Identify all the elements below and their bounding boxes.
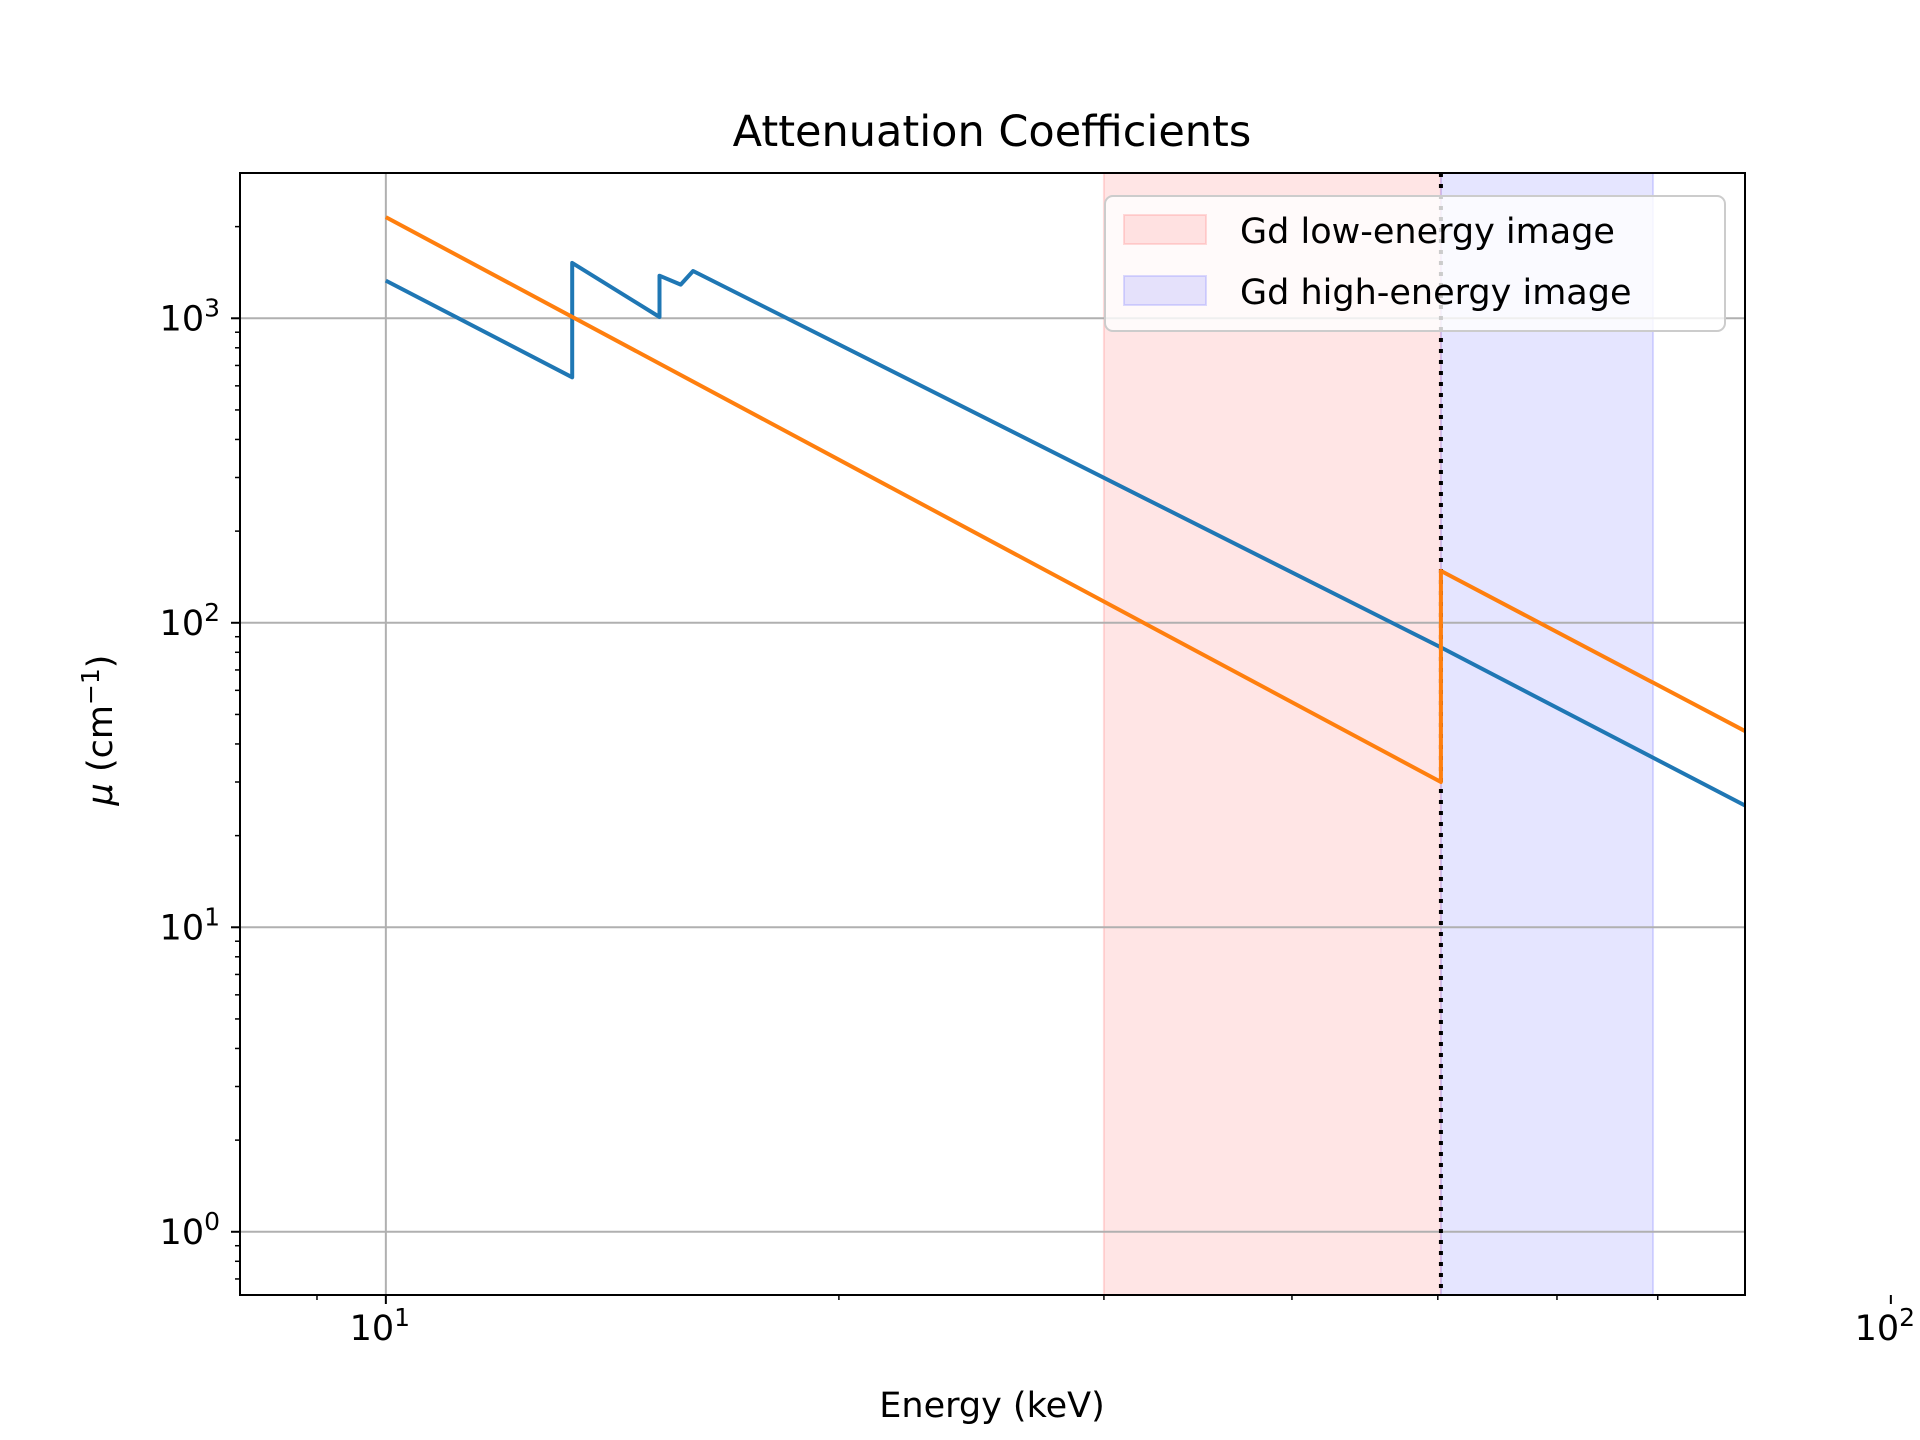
axis-ticks: 101 102 100 101 102 103 xyxy=(160,225,1915,1349)
x-tick-label: 102 xyxy=(1855,1303,1915,1349)
band-high-energy xyxy=(1439,173,1655,1295)
y-axis-label-close: ) xyxy=(81,655,121,669)
svg-text:μ (cm−1): μ (cm−1) xyxy=(76,655,121,807)
chart-title: Attenuation Coefficients xyxy=(733,107,1252,157)
legend-swatch-high-energy xyxy=(1123,275,1207,306)
legend-swatch-low-energy xyxy=(1123,214,1207,245)
shaded-bands xyxy=(1102,173,1655,1295)
series-orange-line xyxy=(384,215,1745,784)
y-tick-label: 102 xyxy=(160,598,220,644)
y-axis-label-exponent: −1 xyxy=(76,668,105,705)
band-low-energy xyxy=(1102,173,1442,1295)
legend: Gd low-energy image Gd high-energy image xyxy=(1104,195,1726,332)
y-tick-label: 103 xyxy=(160,293,220,339)
y-axis-label: μ (cm−1) xyxy=(76,655,121,807)
plot-area xyxy=(240,173,1745,1295)
data-series xyxy=(384,215,1745,808)
x-tick-label: 101 xyxy=(350,1303,410,1349)
y-axis-label-symbol: μ xyxy=(81,783,121,806)
y-axis-label-unit: (cm xyxy=(81,705,121,772)
axes-frame xyxy=(239,172,1746,1296)
legend-label-low-energy: Gd low-energy image xyxy=(1240,212,1615,252)
y-tick-label: 101 xyxy=(160,902,220,948)
grid-lines xyxy=(240,173,1745,1295)
legend-box xyxy=(1104,195,1726,332)
legend-label-high-energy: Gd high-energy image xyxy=(1240,273,1632,313)
x-axis-label: Energy (keV) xyxy=(879,1386,1104,1426)
y-tick-label: 100 xyxy=(160,1207,220,1253)
